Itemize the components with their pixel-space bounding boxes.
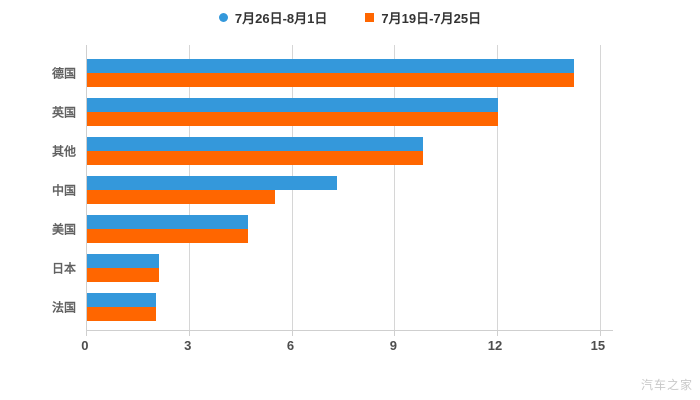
bar-德国-blue [87,59,574,73]
bar-日本-blue [87,254,159,268]
category-label-7: 法国 [51,300,76,315]
x-tick-label-0: 0 [81,338,89,353]
legend-item-week1[interactable]: 7月19日-7月25日 [365,8,481,27]
bar-英国-orange [87,112,499,126]
x-tick-15 [600,331,601,336]
legend-label: 7月26日-8月1日 [234,10,328,26]
y-axis-line [86,45,87,330]
x-axis-line [86,330,613,331]
x-tick-label-12: 12 [487,338,503,353]
bar-其他-blue [87,137,423,151]
category-label-1: 德国 [51,66,76,81]
x-tick-label-6: 6 [286,338,295,353]
legend-item-week2[interactable]: 7月26日-8月1日 [218,8,328,27]
bar-中国-orange [87,190,276,204]
x-tick-6 [291,331,293,336]
legend: 7月26日-8月1日 7月19日-7月25日 [0,6,700,28]
bar-法国-blue [87,293,156,307]
category-label-3: 其他 [51,144,76,159]
orange-square-icon [365,12,375,22]
category-label-2: 英国 [51,105,76,120]
x-tick-label-9: 9 [389,338,397,353]
x-tick-label-3: 3 [184,338,192,353]
legend-label: 7月19日-7月25日 [381,10,482,26]
x-tick-9 [394,331,396,336]
x-tick-3 [188,331,190,336]
blue-circle-icon [218,12,228,22]
gridline-9 [394,45,396,330]
watermark: 汽车之家 [640,378,693,392]
gridline-12 [497,45,499,330]
bar-日本-orange [87,268,159,282]
category-label-4: 中国 [51,183,76,198]
bar-德国-orange [87,73,574,87]
x-tick-0 [86,331,87,336]
category-label-6: 日本 [51,261,76,276]
bar-中国-blue [87,176,338,190]
bar-其他-orange [87,151,423,165]
bar-英国-blue [87,98,499,112]
x-tick-label-15: 15 [590,338,606,353]
bar-法国-orange [87,307,156,321]
gridline-15 [600,45,601,330]
category-label-5: 美国 [51,222,76,237]
bar-美国-orange [87,229,249,243]
x-tick-12 [497,331,499,336]
plot-area [86,45,601,330]
bar-美国-blue [87,215,249,229]
